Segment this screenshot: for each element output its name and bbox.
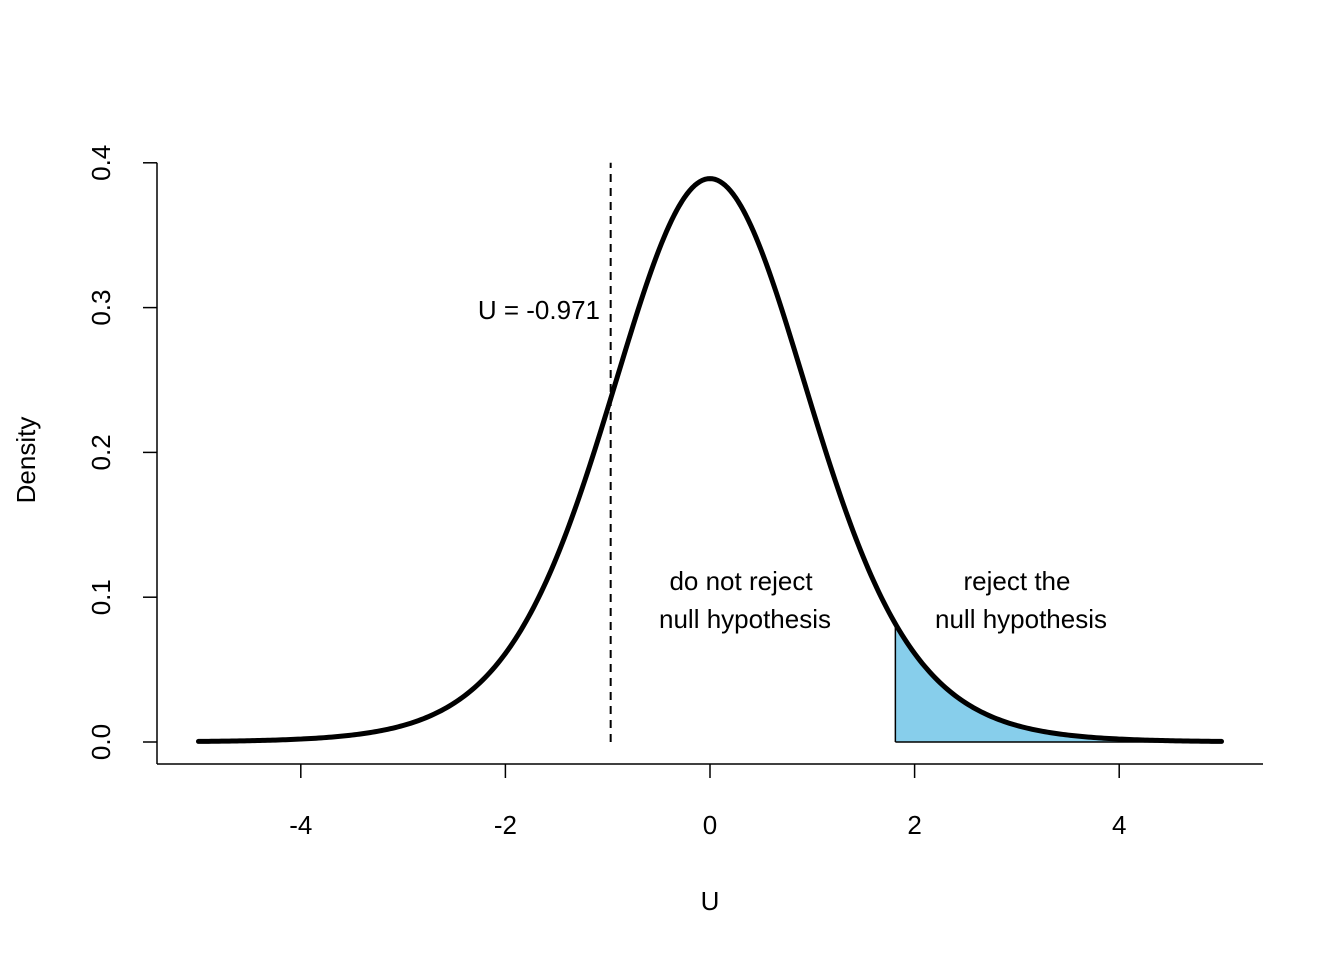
x-tick-label: 2 (907, 810, 921, 840)
reject-label-line2: null hypothesis (935, 604, 1107, 634)
density-curve (196, 176, 1224, 744)
x-tick-label: -2 (494, 810, 517, 840)
test-statistic-label: U = -0.971 (478, 295, 600, 325)
do-not-reject-label-line2: null hypothesis (659, 604, 831, 634)
y-tick-label: 0.3 (86, 290, 116, 326)
x-tick-label: 4 (1112, 810, 1126, 840)
y-tick-label: 0.2 (86, 434, 116, 470)
x-axis-title: U (701, 886, 720, 916)
y-tick-label: 0.1 (86, 579, 116, 615)
do-not-reject-label-line1: do not reject (669, 566, 813, 596)
rejection-region-fill (895, 623, 1222, 742)
y-tick-label: 0.0 (86, 724, 116, 760)
x-tick-label: -4 (289, 810, 312, 840)
x-tick-label: 0 (703, 810, 717, 840)
y-axis-title: Density (11, 417, 41, 504)
reject-label-line1: reject the (964, 566, 1071, 596)
y-tick-label: 0.4 (86, 145, 116, 181)
